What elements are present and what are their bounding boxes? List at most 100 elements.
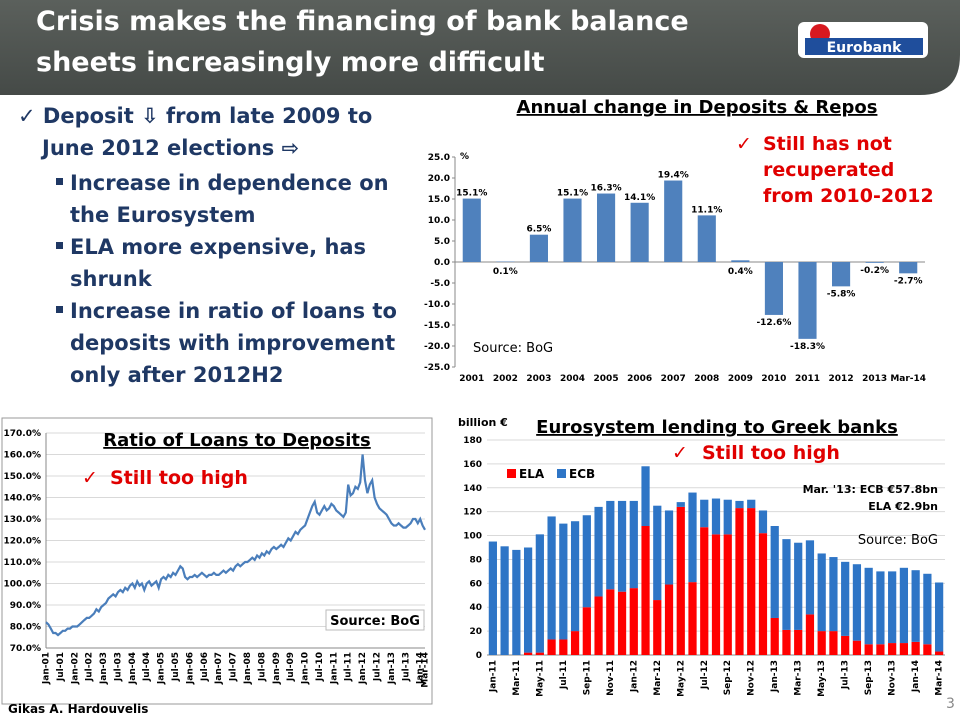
x-tick-label: Jul-13 [841, 660, 851, 690]
square-marker [56, 178, 63, 185]
chart-title: Eurosystem lending to Greek banks [536, 417, 898, 438]
source: Source: BoG [473, 341, 553, 356]
bar-segment [500, 546, 509, 655]
y-tick-label: 5.0 [434, 237, 450, 247]
data-label: -12.6% [756, 318, 791, 328]
x-tick-label: Jan-12 [629, 660, 639, 693]
bar-segment [700, 527, 709, 655]
bar-segment [688, 582, 697, 655]
x-tick-label: Mar-12 [653, 660, 663, 696]
bar-segment [664, 510, 674, 585]
y-tick-label: 70.0% [10, 644, 41, 654]
x-tick-label: Mar-14 [890, 374, 926, 384]
data-label: 15.1% [557, 189, 588, 199]
bar [865, 262, 884, 263]
bar-segment [864, 567, 873, 645]
x-tick-label: Jan-06 [185, 652, 195, 685]
bar-segment [923, 644, 932, 655]
x-tick-label: Nov-11 [606, 660, 616, 696]
sub-bullet-text: only after 2012H2 [70, 363, 283, 387]
data-label: 16.3% [590, 184, 621, 194]
bar-segment [841, 635, 850, 655]
bar-segment [723, 499, 732, 535]
x-tick-label: May-12 [676, 660, 686, 697]
sub-bullet-text: shrunk [70, 267, 153, 291]
bar [899, 262, 918, 274]
square-marker [56, 242, 63, 249]
x-tick-label: Mar-11 [512, 660, 522, 696]
x-tick-label: Jul-11 [344, 652, 354, 682]
x-tick-label: Jul-07 [229, 652, 239, 682]
bar-segment [676, 502, 685, 507]
bar-segment [523, 547, 533, 653]
bar-segment [606, 589, 615, 655]
bar-segment [770, 526, 779, 618]
x-tick-label: Jul-12 [700, 660, 710, 690]
bar [563, 198, 582, 262]
bar-segment [641, 466, 650, 526]
data-label: 6.5% [526, 225, 551, 235]
x-tick-label: Jan-04 [128, 652, 138, 685]
bar-segment [747, 508, 756, 655]
data-label: 15.1% [456, 189, 487, 199]
bar-segment [735, 508, 744, 655]
x-tick-label: Jan-05 [157, 652, 167, 685]
bar-segment [523, 652, 533, 655]
y-tick-label: 130.0% [4, 515, 42, 525]
x-tick-label: 2006 [627, 374, 652, 384]
y-tick-label: 180 [463, 436, 482, 446]
data-label: 11.1% [691, 205, 722, 215]
page-number: 3 [946, 696, 955, 712]
y-tick-label: 120 [463, 508, 482, 518]
y-tick-label: 120.0% [4, 537, 42, 547]
x-tick-label: May-11 [535, 660, 545, 697]
bullet: June 2012 elections ⇨ [40, 136, 299, 160]
bar-segment [594, 596, 603, 655]
annotation: from 2010-2012 [763, 185, 934, 207]
x-tick-label: 2010 [761, 374, 786, 384]
x-tick-label: Jan-13 [770, 660, 780, 693]
y-tick-label: 20.0 [428, 174, 450, 184]
check: ✓ [82, 467, 98, 489]
bar-segment [711, 534, 721, 655]
bar-segment [547, 516, 556, 640]
y-axis-label: billion € [458, 416, 508, 429]
x-tick-label: Jan-07 [214, 652, 224, 685]
slide-title: Crisis makes the financing of bank balan… [36, 6, 689, 37]
data-label: 19.4% [658, 171, 689, 181]
bar [630, 202, 649, 262]
bar-segment [653, 505, 662, 601]
bar-segment [711, 498, 721, 535]
bar-segment [535, 534, 544, 653]
x-tick-label: 2008 [694, 374, 719, 384]
x-tick-label: Jan-10 [301, 652, 311, 685]
y-tick-label: 60 [469, 579, 482, 589]
chart-title: Annual change in Deposits & Repos [517, 97, 878, 118]
annotation: Still too high [110, 467, 248, 489]
x-tick-label: Jul-13 [401, 652, 411, 682]
chart-title: Ratio of Loans to Deposits [103, 430, 371, 451]
bar-segment [582, 607, 591, 655]
bar-segment [805, 614, 815, 655]
bar-segment [782, 629, 791, 655]
x-tick-label: Jan-08 [243, 652, 253, 685]
data-label: 0.4% [728, 267, 753, 277]
logo-band [805, 38, 923, 55]
x-tick-label: Jan-14 [416, 652, 426, 685]
source: Source: BoG [330, 614, 420, 629]
bar-segment [794, 629, 803, 655]
legend-label: ECB [569, 467, 595, 481]
bar [731, 260, 750, 262]
y-tick-label: 80.0% [10, 623, 41, 633]
y-tick-label: -15.0 [424, 321, 450, 331]
bar-segment [899, 643, 909, 655]
bar-segment [888, 643, 897, 655]
bar-segment [559, 639, 568, 655]
bar-segment [770, 617, 779, 655]
x-tick-label: 2005 [594, 374, 619, 384]
x-tick-label: Jul-03 [113, 652, 123, 682]
x-tick-label: Mar-14 [935, 660, 945, 696]
bar-segment [700, 499, 709, 528]
bar-segment [805, 540, 815, 615]
